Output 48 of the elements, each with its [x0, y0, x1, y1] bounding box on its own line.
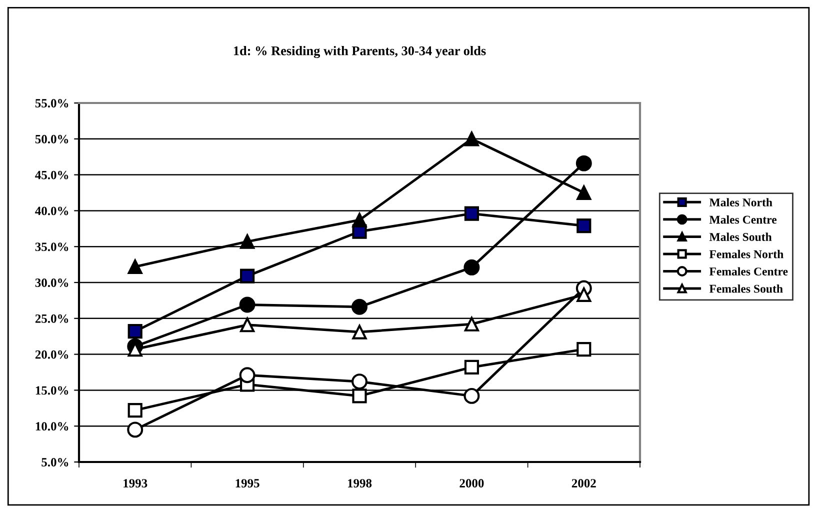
- point: [352, 324, 367, 340]
- y-tick-label: 40.0%: [35, 206, 68, 216]
- point: [464, 388, 480, 404]
- y-tick-label: 10.0%: [36, 422, 68, 431]
- y-tick-label: 45.0%: [35, 170, 68, 180]
- legend-label: Males Centre: [709, 215, 777, 224]
- point: [240, 268, 255, 284]
- point: [576, 218, 592, 234]
- legend-label: Females Centre: [709, 267, 788, 276]
- x-tick-label: 2000: [460, 479, 484, 488]
- y-tick-label: 50.0%: [35, 134, 68, 144]
- legend-label: Females North: [709, 250, 784, 258]
- point: [240, 318, 255, 332]
- point: [464, 316, 479, 332]
- point: [240, 234, 255, 249]
- y-tick-label: 30.0%: [35, 278, 68, 288]
- point: [576, 287, 592, 302]
- point: [128, 324, 142, 339]
- chart-title: 1d: % Residing with Parents, 30-34 year olds: [234, 46, 486, 58]
- y-tick-label: 55.0%: [35, 99, 68, 108]
- point: [352, 374, 368, 390]
- point: [352, 388, 367, 404]
- point: [239, 367, 256, 384]
- point: [128, 403, 142, 418]
- point: [576, 185, 592, 200]
- y-tick-label: 25.0%: [35, 314, 68, 323]
- point: [576, 155, 592, 172]
- legend-label: Males North: [709, 198, 772, 206]
- x-tick-label: 1995: [236, 479, 260, 488]
- point: [464, 360, 479, 375]
- x-tick-label: 2002: [572, 479, 596, 488]
- y-tick-label: 15.0%: [36, 386, 68, 395]
- legend-label: Males South: [709, 232, 772, 241]
- x-tick-label: 1993: [124, 479, 148, 488]
- x-tick-label: 1998: [348, 479, 372, 488]
- point: [464, 206, 479, 221]
- y-tick-label: 20.0%: [35, 350, 68, 359]
- legend-label: Females South: [709, 284, 783, 293]
- point: [576, 342, 592, 357]
- point: [128, 259, 142, 274]
- point: [127, 422, 144, 438]
- y-tick-label: 35.0%: [35, 242, 68, 252]
- point: [239, 296, 256, 313]
- y-tick-label: 5.0%: [42, 458, 68, 467]
- point: [352, 298, 368, 315]
- point: [464, 259, 480, 276]
- point: [352, 212, 367, 228]
- point: [464, 132, 479, 146]
